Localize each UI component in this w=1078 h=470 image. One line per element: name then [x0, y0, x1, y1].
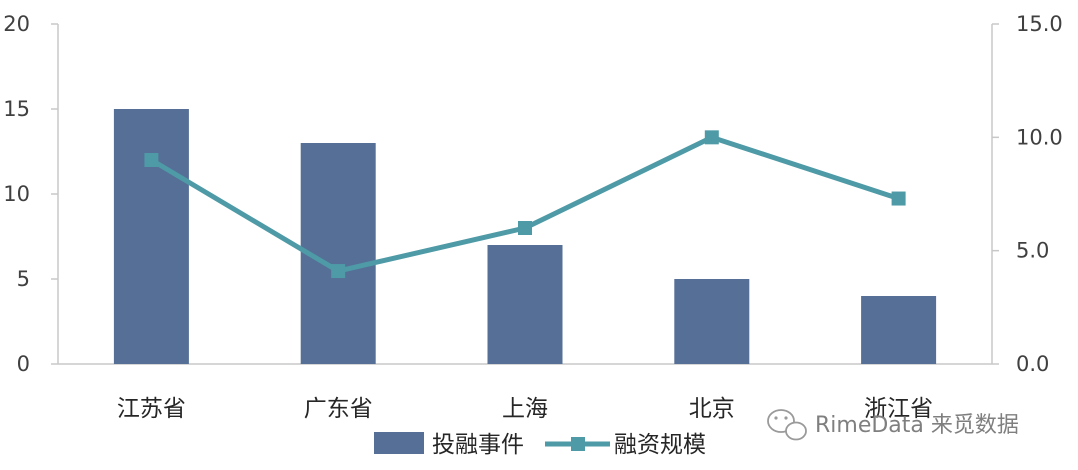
- legend: 投融事件 融资规模: [374, 432, 706, 458]
- y-right-tick-label: 10.0: [1016, 125, 1063, 149]
- bar: [487, 245, 563, 364]
- category-label: 江苏省: [117, 396, 186, 422]
- legend-line-marker: [571, 437, 585, 451]
- line-series: [144, 130, 906, 279]
- bar-series: [113, 109, 937, 364]
- wechat-icon: [767, 409, 807, 441]
- bar: [861, 296, 937, 364]
- legend-label-line: 融资规模: [614, 432, 706, 458]
- line-point-marker: [144, 153, 159, 167]
- y-right-tick-label: 0.0: [1016, 352, 1049, 376]
- line-point-marker: [704, 130, 719, 145]
- y-left-tick-label: 5: [17, 267, 30, 291]
- y-left-tick-label: 0: [17, 352, 30, 376]
- line-point-marker: [518, 221, 532, 235]
- tick-labels: 0 5 10 15 20 0.0 5.0 10.0 15.0: [3, 12, 1063, 376]
- y-left-tick-label: 20: [3, 12, 30, 36]
- line-point-marker: [331, 264, 346, 279]
- legend-label-bar: 投融事件: [432, 432, 524, 458]
- watermark: RimeData 来觅数据: [767, 409, 1019, 441]
- legend-bar-swatch: [374, 432, 424, 454]
- y-left-tick-label: 15: [3, 97, 30, 121]
- y-right-tick-label: 15.0: [1016, 12, 1063, 36]
- watermark-text: RimeData 来觅数据: [815, 413, 1019, 438]
- category-label: 浙江省: [864, 396, 933, 422]
- y-left-tick-label: 10: [3, 182, 30, 206]
- category-label: 广东省: [304, 396, 373, 422]
- category-labels: 江苏省 广东省 上海 北京 浙江省: [117, 396, 933, 422]
- bar: [113, 109, 189, 364]
- category-label: 北京: [689, 396, 735, 422]
- category-label: 上海: [502, 396, 548, 422]
- y-right-tick-label: 5.0: [1016, 239, 1049, 263]
- line-point-marker: [891, 191, 906, 206]
- bar: [674, 279, 750, 364]
